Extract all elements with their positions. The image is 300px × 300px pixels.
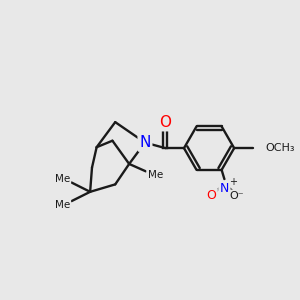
Text: OCH₃: OCH₃: [266, 143, 295, 153]
Text: Me: Me: [55, 200, 70, 210]
Text: Me: Me: [55, 174, 70, 184]
Text: O: O: [206, 189, 216, 203]
Text: +: +: [229, 177, 237, 187]
Text: N: N: [139, 135, 151, 150]
Text: Me: Me: [148, 170, 163, 180]
Text: O⁻: O⁻: [229, 191, 244, 201]
Text: O: O: [159, 115, 171, 130]
Text: N: N: [220, 182, 229, 195]
